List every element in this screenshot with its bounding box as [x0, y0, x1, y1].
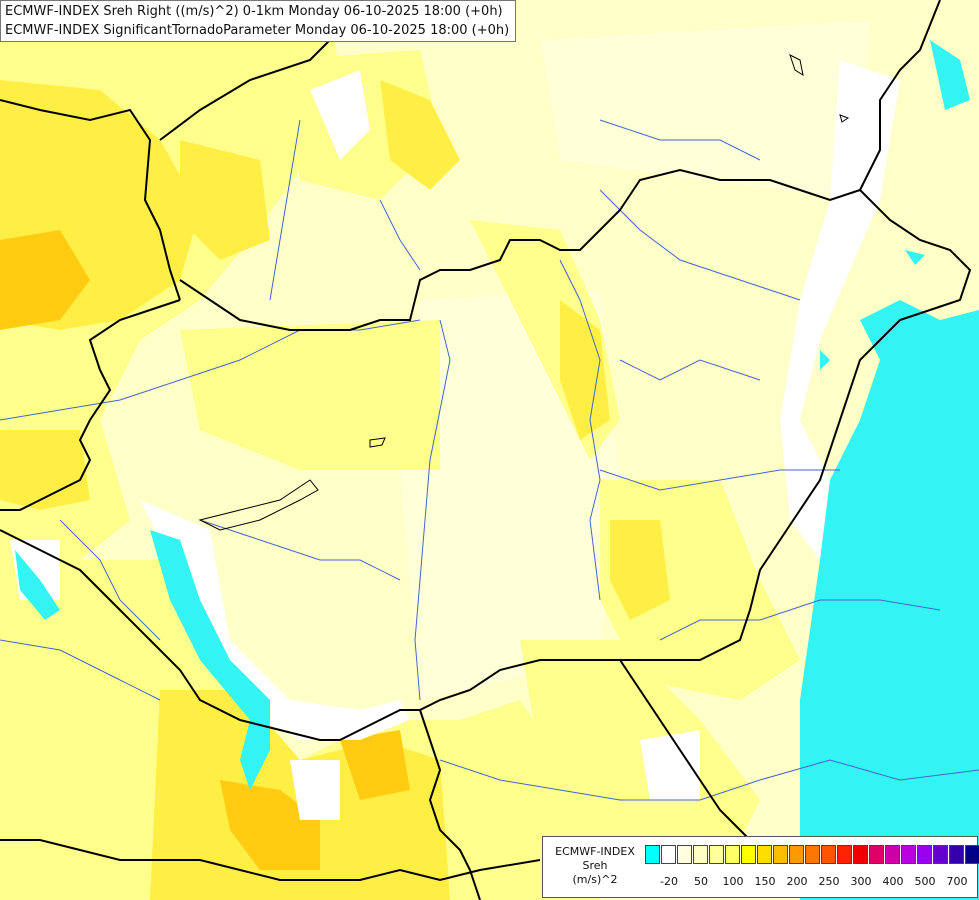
- legend-swatch: [965, 845, 979, 864]
- field-orange: [0, 230, 410, 870]
- legend-swatch: [885, 845, 900, 864]
- legend-tick-label: 700: [946, 875, 968, 888]
- legend-tick-label: 150: [754, 875, 776, 888]
- color-legend: ECMWF-INDEX Sreh (m/s)^2 -20 50 100 150 200 2…: [542, 836, 979, 898]
- lakes: [198, 54, 850, 531]
- legend-tick-label: 500: [914, 875, 936, 888]
- title-line-2: ECMWF-INDEX SignificantTornadoParameter …: [5, 23, 510, 38]
- legend-swatch: [773, 845, 788, 864]
- map-title-box: ECMWF-INDEX Sreh Right ((m/s)^2) 0-1km M…: [0, 0, 516, 42]
- legend-tick-label: -20: [660, 875, 678, 888]
- legend-swatch: [677, 845, 692, 864]
- legend-tick-label: 200: [786, 875, 808, 888]
- legend-swatch: [821, 845, 836, 864]
- legend-swatch: [949, 845, 964, 864]
- legend-tick-label: 400: [882, 875, 904, 888]
- legend-swatch: [709, 845, 724, 864]
- legend-ticks: -20 50 100 150 200 250 300 400 500 700: [645, 875, 975, 889]
- legend-swatch: [789, 845, 804, 864]
- legend-swatch: [933, 845, 948, 864]
- legend-swatch: [661, 845, 676, 864]
- legend-swatch: [725, 845, 740, 864]
- field-cyan: [15, 40, 979, 900]
- legend-swatch: [853, 845, 868, 864]
- legend-swatch: [757, 845, 772, 864]
- legend-swatch: [693, 845, 708, 864]
- legend-swatch: [901, 845, 916, 864]
- legend-line-1: ECMWF-INDEX: [555, 845, 635, 858]
- legend-tick-label: 250: [818, 875, 840, 888]
- title-line-1: ECMWF-INDEX Sreh Right ((m/s)^2) 0-1km M…: [5, 4, 503, 19]
- legend-tick-label: 100: [722, 875, 744, 888]
- legend-tick-label: 50: [694, 875, 708, 888]
- legend-line-2: Sreh: [582, 859, 608, 872]
- legend-swatch: [869, 845, 884, 864]
- legend-swatch: [917, 845, 932, 864]
- legend-swatch: [741, 845, 756, 864]
- legend-swatch: [837, 845, 852, 864]
- legend-line-3: (m/s)^2: [572, 873, 618, 886]
- legend-tick-label: 300: [850, 875, 872, 888]
- legend-swatch: [805, 845, 820, 864]
- legend-color-bar: [645, 845, 979, 866]
- legend-swatch: [645, 845, 660, 864]
- field-white: [10, 60, 900, 820]
- legend-label: ECMWF-INDEX Sreh (m/s)^2: [547, 845, 643, 887]
